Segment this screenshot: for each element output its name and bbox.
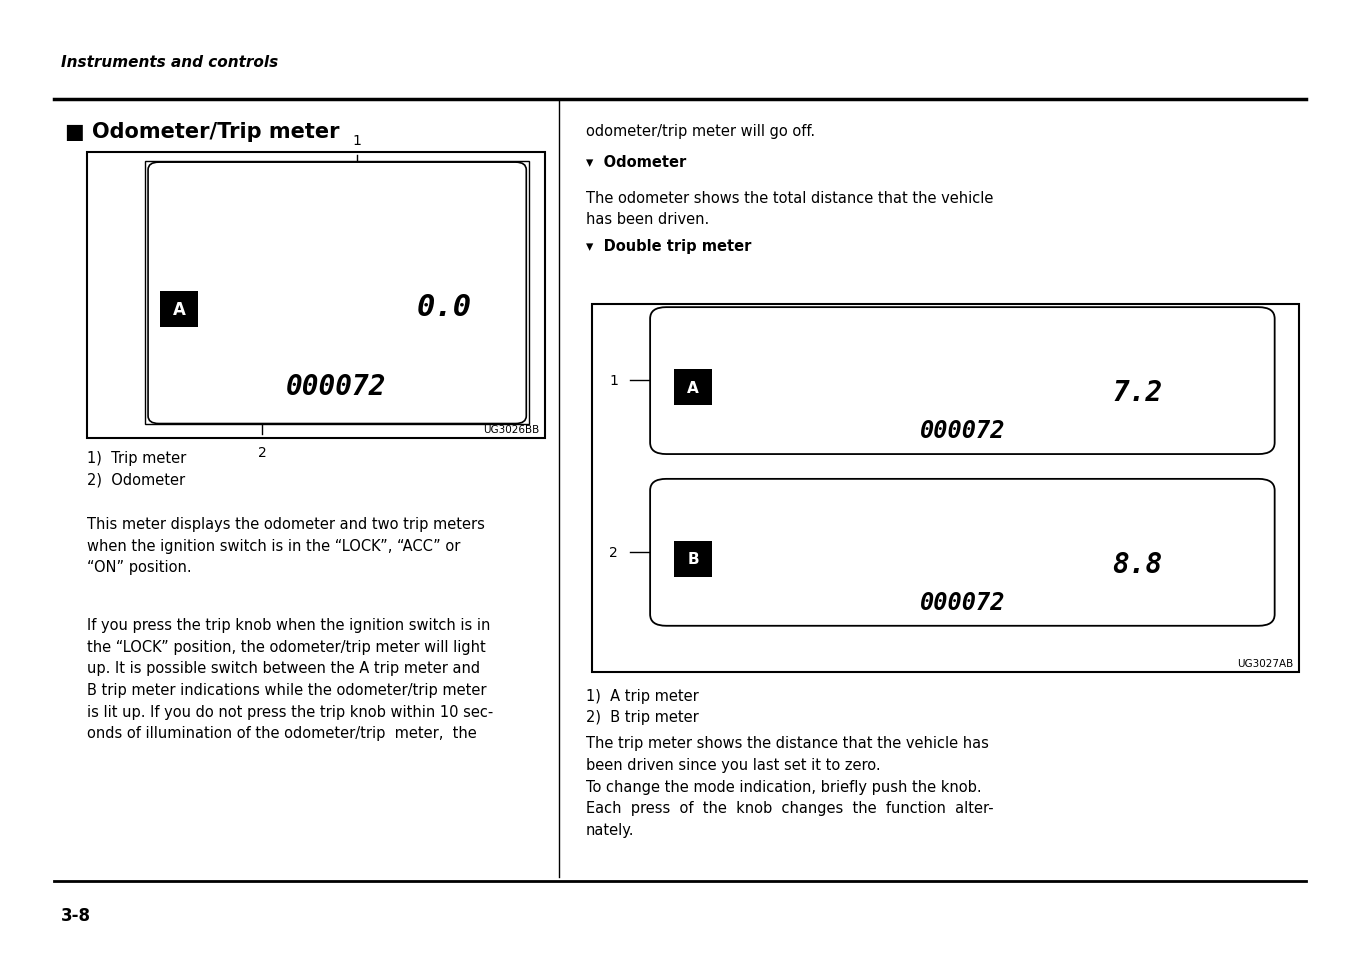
Bar <box>87 152 545 438</box>
Text: 000072: 000072 <box>919 590 1005 615</box>
FancyBboxPatch shape <box>650 308 1275 455</box>
Text: ▾  Odometer: ▾ Odometer <box>586 154 685 170</box>
Text: The odometer shows the total distance that the vehicle
has been driven.: The odometer shows the total distance th… <box>586 191 993 227</box>
Text: Instruments and controls: Instruments and controls <box>61 54 277 70</box>
Bar <box>674 370 712 406</box>
Text: B: B <box>688 552 699 567</box>
Bar <box>674 541 712 578</box>
Text: If you press the trip knob when the ignition switch is in
the “LOCK” position, t: If you press the trip knob when the igni… <box>87 618 494 740</box>
Text: 1: 1 <box>353 133 361 148</box>
Text: 3-8: 3-8 <box>61 906 90 923</box>
Text: 0.0: 0.0 <box>417 293 471 321</box>
FancyBboxPatch shape <box>650 479 1275 626</box>
FancyBboxPatch shape <box>148 163 526 424</box>
Text: A: A <box>688 380 699 395</box>
Text: 8.8: 8.8 <box>1112 550 1163 578</box>
Bar <box>160 292 198 328</box>
Text: 2: 2 <box>258 446 267 460</box>
Text: odometer/trip meter will go off.: odometer/trip meter will go off. <box>586 124 814 139</box>
Text: 7.2: 7.2 <box>1112 378 1163 407</box>
Text: UG3027AB: UG3027AB <box>1237 659 1294 668</box>
Bar <box>592 305 1299 672</box>
Text: This meter displays the odometer and two trip meters
when the ignition switch is: This meter displays the odometer and two… <box>87 517 486 575</box>
Text: ■ Odometer/Trip meter: ■ Odometer/Trip meter <box>65 122 339 141</box>
Text: UG3026BB: UG3026BB <box>483 425 540 435</box>
Text: The trip meter shows the distance that the vehicle has
been driven since you las: The trip meter shows the distance that t… <box>586 736 993 837</box>
Text: A: A <box>172 301 186 318</box>
Text: 1: 1 <box>610 374 618 387</box>
Text: ▾  Double trip meter: ▾ Double trip meter <box>586 238 751 253</box>
Text: 000072: 000072 <box>287 373 386 401</box>
Text: 1)  A trip meter
2)  B trip meter: 1) A trip meter 2) B trip meter <box>586 688 699 724</box>
Text: 2: 2 <box>610 546 618 559</box>
Text: 1)  Trip meter
2)  Odometer: 1) Trip meter 2) Odometer <box>87 451 187 487</box>
Bar <box>145 162 529 424</box>
Text: 000072: 000072 <box>919 418 1005 443</box>
